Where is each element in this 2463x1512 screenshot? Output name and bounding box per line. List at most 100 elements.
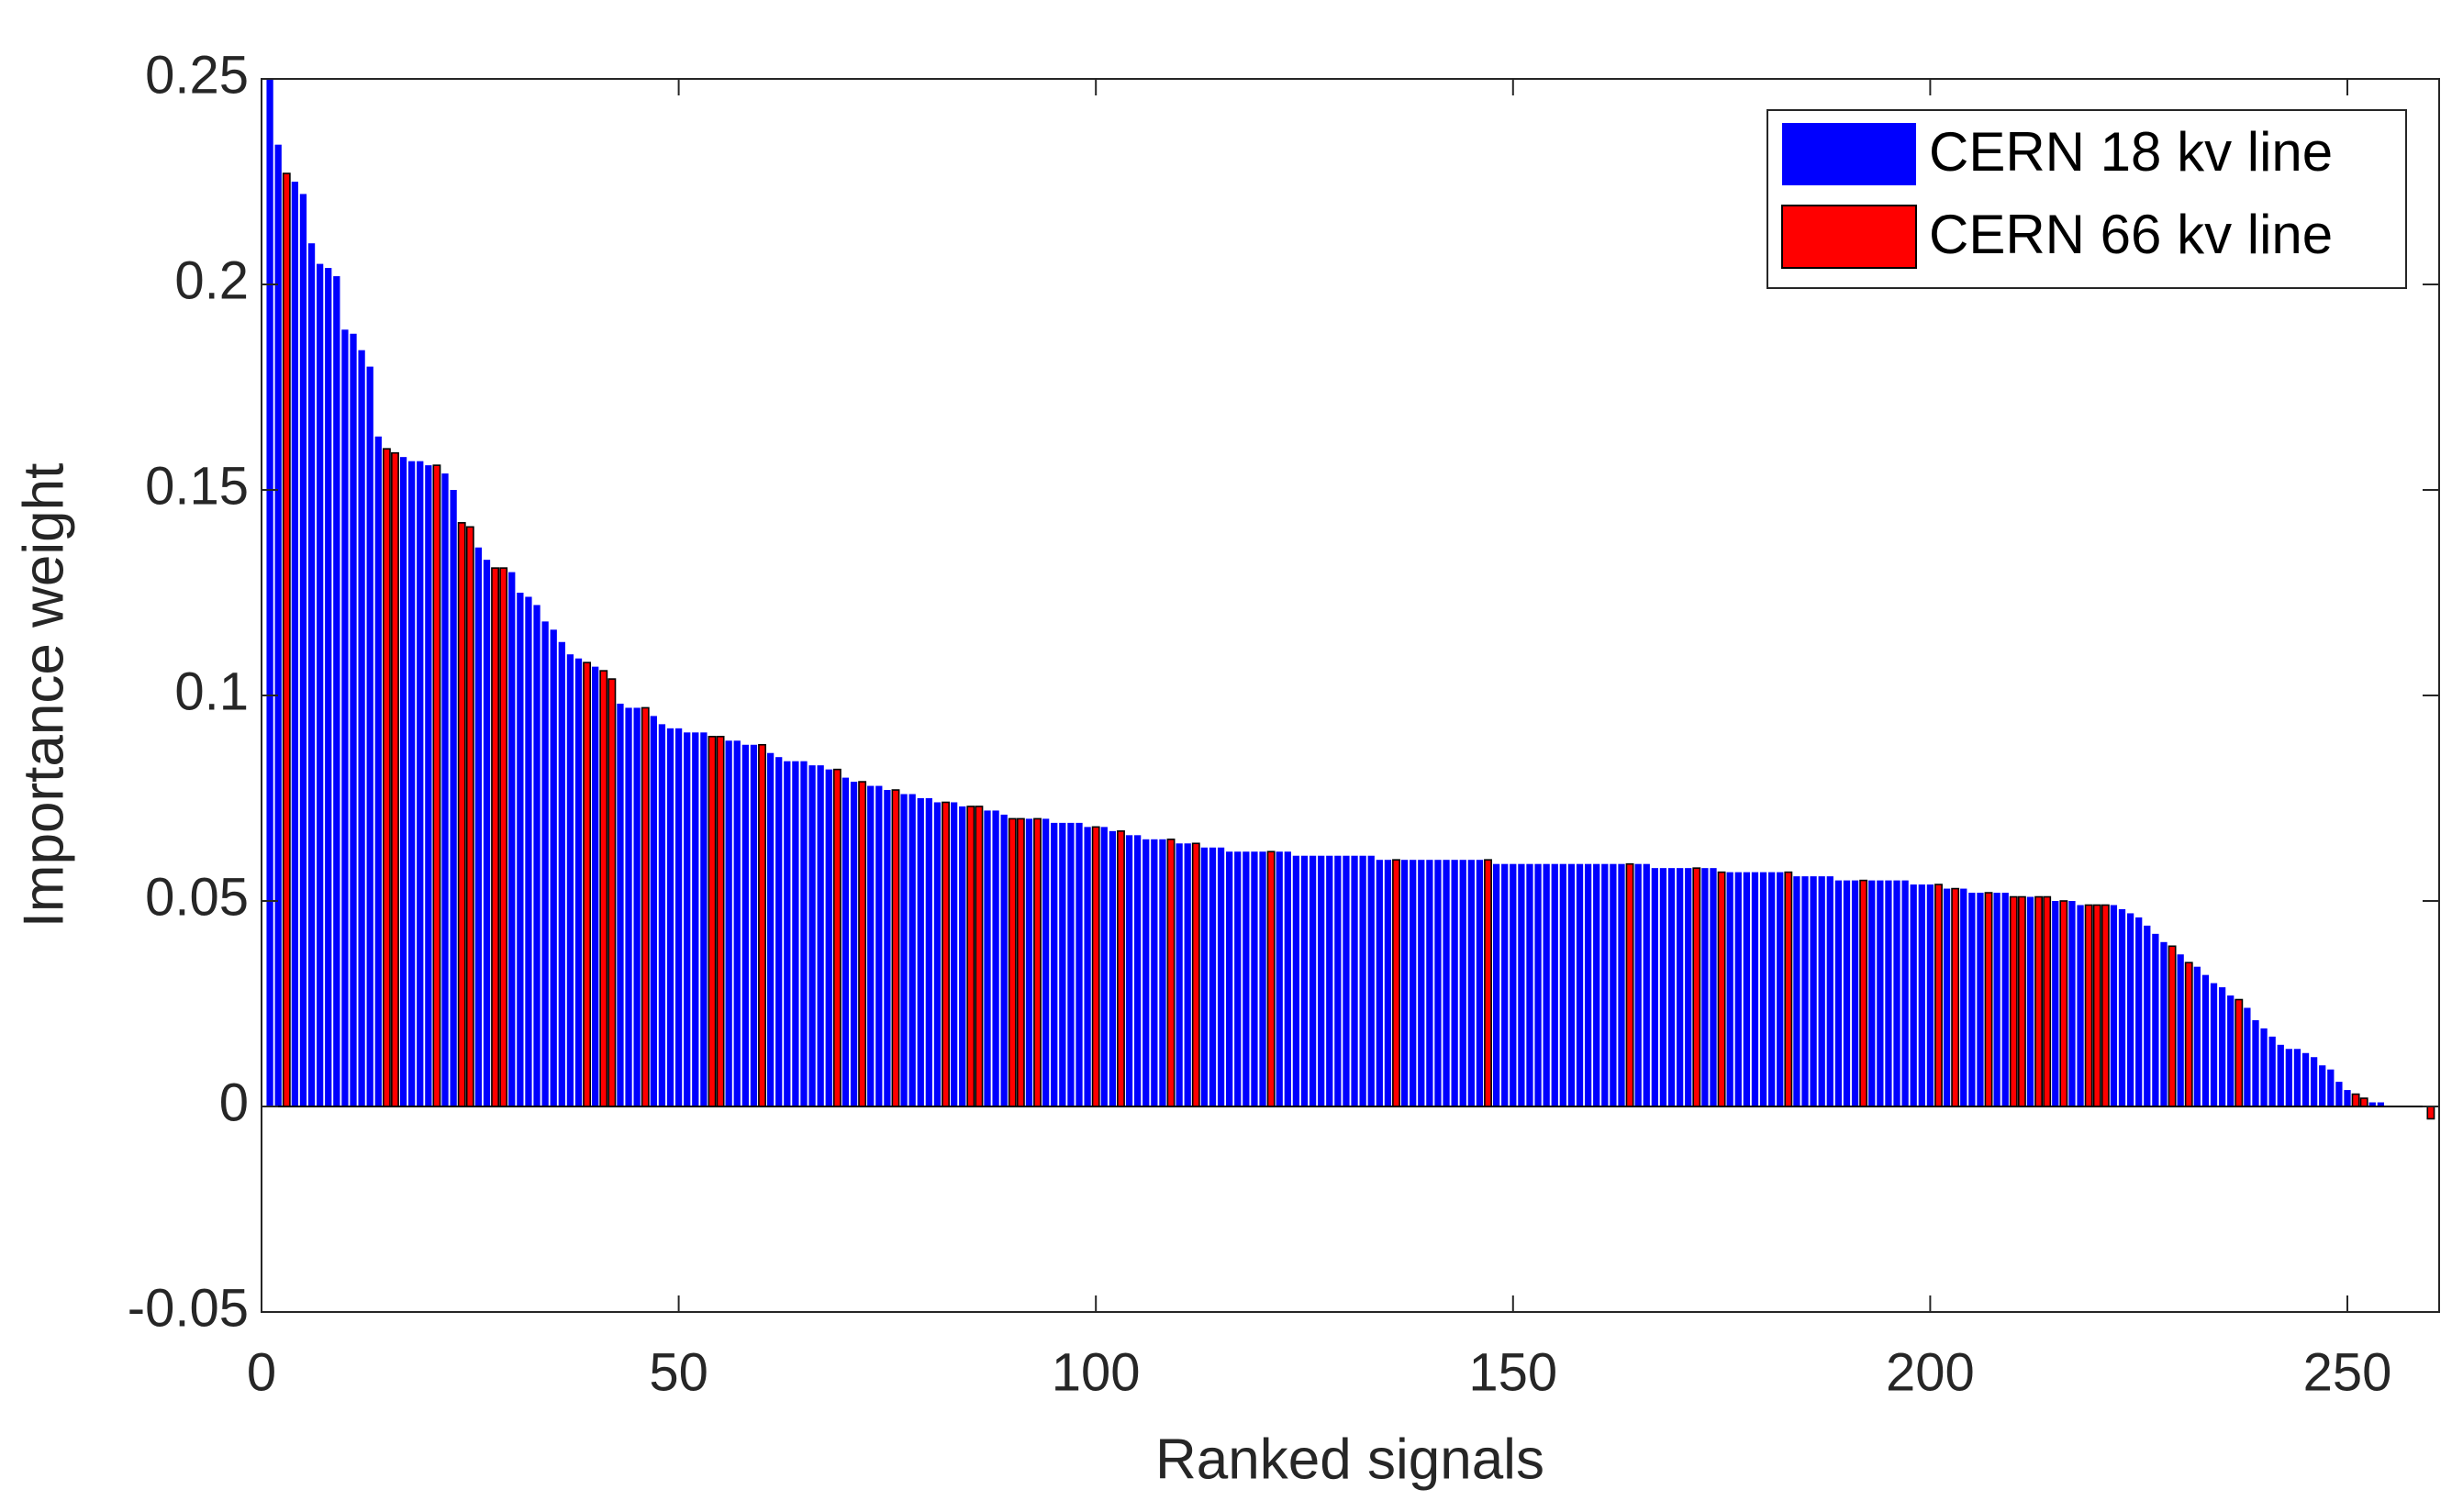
- y-tick-label: 0.2: [174, 250, 249, 310]
- bar: [1584, 863, 1592, 1106]
- bar: [299, 194, 307, 1106]
- bar: [692, 732, 699, 1106]
- bar: [716, 735, 725, 1107]
- bar: [417, 461, 424, 1106]
- bar: [2126, 913, 2134, 1106]
- bar: [1926, 884, 1934, 1106]
- bar: [1191, 842, 1200, 1107]
- bar: [2135, 917, 2143, 1106]
- bar: [1467, 860, 1475, 1106]
- bar: [832, 768, 841, 1107]
- bar: [1091, 826, 1100, 1107]
- bar: [1134, 835, 1142, 1106]
- bar: [1426, 860, 1433, 1106]
- y-tick-label: 0.15: [145, 456, 249, 516]
- bar: [2177, 954, 2184, 1106]
- bar: [1893, 880, 1900, 1106]
- bar: [517, 593, 524, 1106]
- bar: [499, 567, 508, 1107]
- bar: [2319, 1065, 2326, 1106]
- bar: [1410, 860, 1417, 1106]
- bar: [1209, 847, 1217, 1106]
- bar: [1851, 880, 1859, 1106]
- bar: [2235, 998, 2244, 1107]
- bar: [1726, 872, 1733, 1106]
- bar: [1634, 863, 1642, 1106]
- bar: [333, 276, 340, 1106]
- bar: [1910, 884, 1917, 1106]
- bar: [2344, 1090, 2351, 1106]
- bar: [1008, 817, 1017, 1107]
- bar: [1777, 872, 1784, 1106]
- bar: [1717, 871, 1726, 1107]
- bar: [1984, 892, 1993, 1107]
- bar: [2160, 941, 2168, 1106]
- bar: [1643, 863, 1650, 1106]
- bar: [650, 716, 657, 1106]
- bar: [432, 464, 441, 1107]
- bar: [1784, 871, 1793, 1107]
- bar: [358, 350, 365, 1106]
- bar: [1501, 863, 1509, 1106]
- bar: [2293, 1049, 2301, 1106]
- bar: [2077, 905, 2084, 1106]
- bar: [2335, 1082, 2343, 1106]
- bar: [1418, 860, 1425, 1106]
- bar: [2359, 1097, 2368, 1107]
- bar: [741, 744, 749, 1106]
- y-tick-label: -0.05: [128, 1278, 249, 1338]
- bar: [933, 802, 942, 1106]
- bar: [2034, 895, 2044, 1107]
- bar: [841, 777, 850, 1106]
- bar: [1751, 872, 1759, 1106]
- bar: [633, 707, 641, 1106]
- bar: [1551, 863, 1558, 1106]
- bar: [966, 806, 975, 1107]
- bar: [1685, 868, 1692, 1106]
- bar: [1100, 827, 1108, 1106]
- bar: [1885, 880, 1892, 1106]
- bar: [382, 448, 391, 1107]
- bar: [2310, 1057, 2318, 1106]
- bar: [1651, 868, 1658, 1106]
- bar: [558, 641, 565, 1106]
- bar: [525, 596, 532, 1106]
- bar: [1526, 863, 1533, 1106]
- bar: [1451, 860, 1458, 1106]
- bar: [2110, 905, 2118, 1106]
- bar: [2059, 900, 2068, 1107]
- bar: [1601, 863, 1609, 1106]
- bar: [1759, 872, 1767, 1106]
- bar: [1051, 822, 1058, 1106]
- bar: [317, 263, 324, 1107]
- bar: [607, 678, 617, 1107]
- bar: [2001, 893, 2009, 1106]
- bar: [1367, 855, 1375, 1106]
- bar: [1818, 876, 1825, 1106]
- bar: [1559, 863, 1566, 1106]
- bar: [1593, 863, 1600, 1106]
- bar: [858, 781, 867, 1107]
- bar: [942, 801, 950, 1107]
- bar: [1843, 880, 1851, 1106]
- bar: [1793, 876, 1800, 1106]
- bar: [641, 706, 650, 1107]
- bar: [441, 473, 449, 1106]
- bar: [1743, 872, 1751, 1106]
- bar: [2244, 1007, 2251, 1106]
- bar: [2327, 1069, 2335, 1106]
- bar: [1326, 855, 1333, 1106]
- bar: [599, 670, 608, 1107]
- bar: [2184, 962, 2193, 1107]
- bar: [1476, 860, 1484, 1106]
- bar: [1392, 859, 1400, 1107]
- bar: [2168, 945, 2177, 1107]
- bar: [2351, 1093, 2360, 1107]
- bar: [2144, 925, 2151, 1106]
- bar: [792, 761, 799, 1106]
- bar: [2252, 1019, 2259, 1106]
- bar: [550, 629, 557, 1106]
- bar: [1993, 893, 2000, 1106]
- legend-swatch: [1782, 123, 1916, 185]
- bar: [1226, 851, 1233, 1106]
